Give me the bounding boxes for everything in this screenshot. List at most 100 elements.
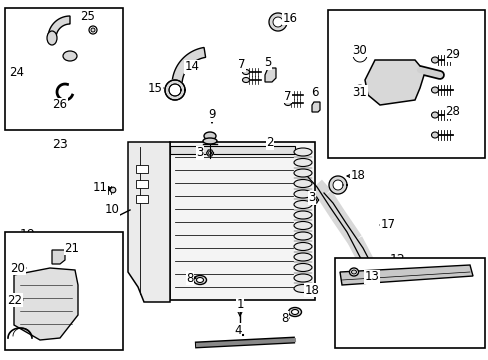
Polygon shape <box>172 48 205 91</box>
Text: 7: 7 <box>284 90 291 103</box>
Text: 13: 13 <box>364 270 379 284</box>
Polygon shape <box>169 84 181 96</box>
Text: 18: 18 <box>304 284 319 297</box>
Bar <box>170 142 314 300</box>
Text: 10: 10 <box>104 203 119 216</box>
Text: 28: 28 <box>445 105 460 118</box>
Ellipse shape <box>293 264 311 271</box>
Text: 12: 12 <box>389 253 405 266</box>
Bar <box>5 232 123 350</box>
Text: 24: 24 <box>9 67 24 80</box>
Polygon shape <box>48 16 70 38</box>
Text: 15: 15 <box>147 81 162 94</box>
Ellipse shape <box>293 180 311 188</box>
Ellipse shape <box>288 307 301 316</box>
Polygon shape <box>332 180 342 190</box>
Text: 17: 17 <box>380 219 395 231</box>
Ellipse shape <box>293 169 311 177</box>
Polygon shape <box>331 211 361 244</box>
Polygon shape <box>339 265 472 285</box>
Text: 18: 18 <box>350 170 365 183</box>
Ellipse shape <box>293 243 311 251</box>
Ellipse shape <box>293 190 311 198</box>
Ellipse shape <box>293 221 311 230</box>
Text: 5: 5 <box>264 57 271 69</box>
Ellipse shape <box>110 187 116 193</box>
Polygon shape <box>351 271 369 289</box>
Polygon shape <box>268 13 286 31</box>
Text: 1: 1 <box>236 298 243 311</box>
Text: 21: 21 <box>64 242 80 255</box>
Polygon shape <box>361 261 384 284</box>
Polygon shape <box>311 102 319 112</box>
Text: 8: 8 <box>186 271 193 284</box>
Text: 3: 3 <box>307 192 315 204</box>
Ellipse shape <box>293 211 311 219</box>
Polygon shape <box>272 17 283 27</box>
Polygon shape <box>364 60 424 105</box>
Polygon shape <box>347 43 371 67</box>
Ellipse shape <box>203 138 217 144</box>
Text: 8: 8 <box>281 311 288 324</box>
Text: 25: 25 <box>81 9 95 22</box>
Text: 19: 19 <box>20 228 36 241</box>
Bar <box>334 258 484 348</box>
Polygon shape <box>128 142 170 302</box>
Text: 22: 22 <box>7 293 22 306</box>
Ellipse shape <box>291 310 298 315</box>
Polygon shape <box>164 80 184 100</box>
Polygon shape <box>355 275 365 285</box>
Text: 31: 31 <box>352 85 366 99</box>
Text: 11: 11 <box>92 181 107 194</box>
Ellipse shape <box>293 232 311 240</box>
Ellipse shape <box>27 265 33 271</box>
Polygon shape <box>372 274 394 296</box>
Polygon shape <box>264 68 275 82</box>
Ellipse shape <box>91 28 95 32</box>
Polygon shape <box>351 82 367 98</box>
Text: 23: 23 <box>52 138 68 151</box>
Ellipse shape <box>293 201 311 208</box>
Ellipse shape <box>349 268 358 276</box>
Polygon shape <box>309 180 330 201</box>
Ellipse shape <box>293 148 311 156</box>
Ellipse shape <box>430 132 438 138</box>
Text: 16: 16 <box>282 12 297 24</box>
Ellipse shape <box>293 274 311 282</box>
Ellipse shape <box>89 26 97 34</box>
Text: 2: 2 <box>265 136 273 149</box>
Ellipse shape <box>31 72 37 78</box>
Ellipse shape <box>203 132 216 140</box>
Bar <box>136 180 148 188</box>
Ellipse shape <box>242 69 249 75</box>
Ellipse shape <box>293 284 311 292</box>
Polygon shape <box>164 80 184 100</box>
Text: 9: 9 <box>208 108 215 121</box>
Ellipse shape <box>47 31 57 45</box>
Ellipse shape <box>351 270 356 274</box>
Bar <box>327 10 484 158</box>
Ellipse shape <box>293 158 311 166</box>
Ellipse shape <box>430 112 438 118</box>
Text: 6: 6 <box>311 85 318 99</box>
Text: 29: 29 <box>445 49 460 62</box>
Polygon shape <box>354 85 364 95</box>
Ellipse shape <box>63 51 77 61</box>
Ellipse shape <box>430 57 438 63</box>
Polygon shape <box>328 176 346 194</box>
Polygon shape <box>352 48 366 62</box>
Text: 27: 27 <box>386 12 402 25</box>
Bar <box>136 195 148 203</box>
Ellipse shape <box>293 253 311 261</box>
Text: 20: 20 <box>11 261 25 274</box>
Text: 30: 30 <box>352 44 366 57</box>
Ellipse shape <box>193 275 206 284</box>
Bar <box>136 165 148 173</box>
Polygon shape <box>206 150 213 156</box>
Ellipse shape <box>430 87 438 93</box>
Text: 3: 3 <box>196 147 203 159</box>
Text: 26: 26 <box>52 99 67 112</box>
Ellipse shape <box>242 77 249 82</box>
Polygon shape <box>347 236 374 269</box>
Polygon shape <box>52 250 65 264</box>
